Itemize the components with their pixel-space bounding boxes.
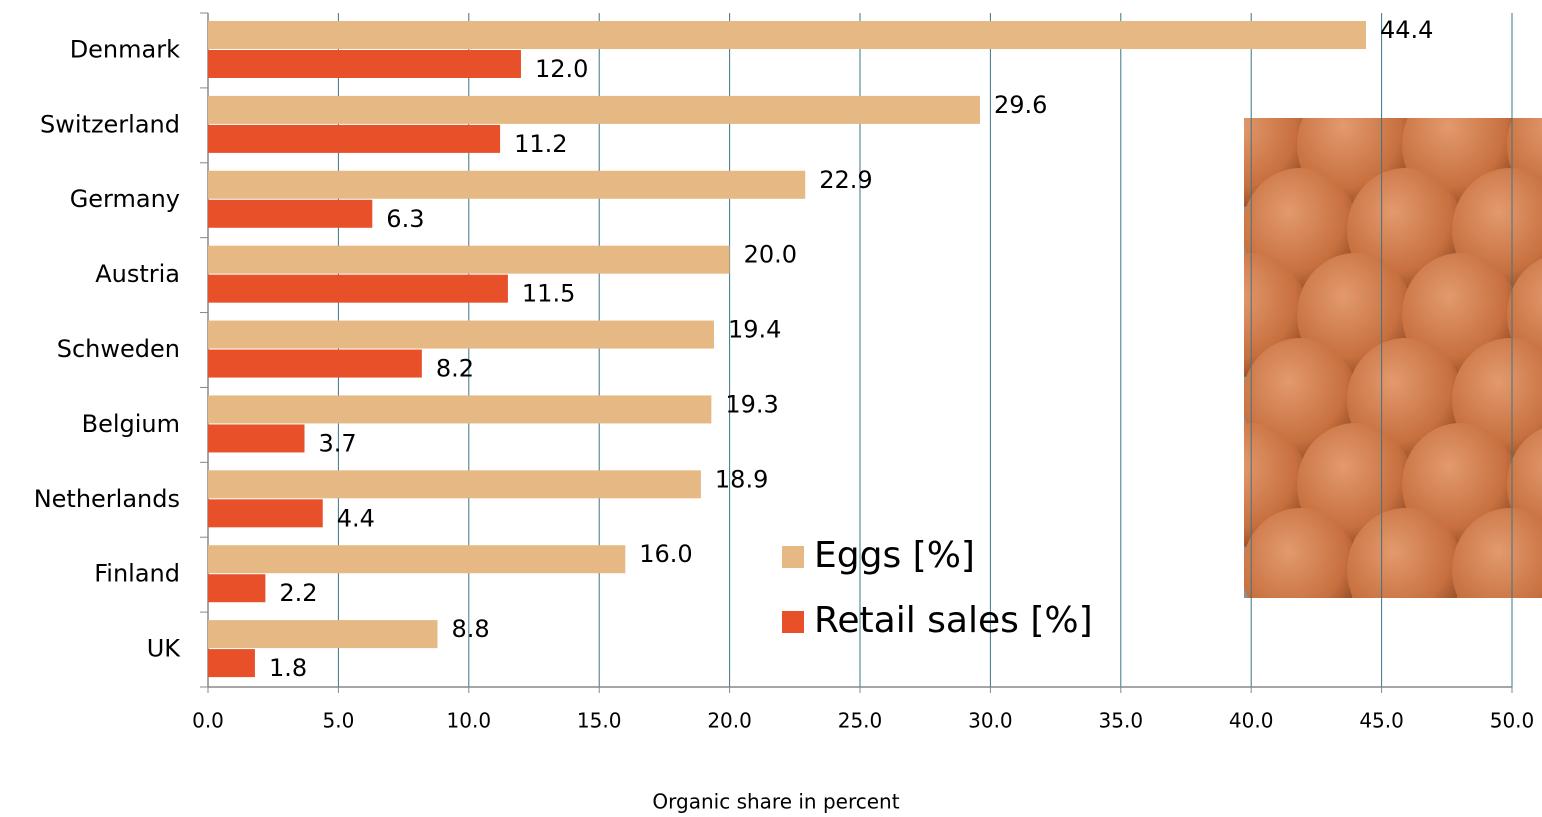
- x-tick-label: 10.0: [447, 709, 492, 733]
- value-label: 6.3: [386, 205, 424, 233]
- x-tick-label: 25.0: [838, 709, 883, 733]
- x-tick-label: 35.0: [1099, 709, 1144, 733]
- bar: [208, 424, 305, 453]
- y-tick-label: Netherlands: [34, 485, 180, 513]
- legend-label: Eggs [%]: [814, 535, 975, 576]
- x-tick-label: 50.0: [1490, 709, 1535, 733]
- bar: [208, 470, 701, 499]
- y-tick-label: Denmark: [70, 35, 180, 63]
- y-tick-label: Germany: [70, 185, 180, 213]
- value-label: 18.9: [715, 465, 768, 493]
- bar: [208, 95, 980, 124]
- tray-hole: [1340, 609, 1364, 621]
- x-tick-label: 30.0: [968, 709, 1013, 733]
- y-tick-label: Schweden: [57, 335, 180, 363]
- egg: [1452, 508, 1542, 598]
- bar: [208, 274, 508, 303]
- x-tick-label: 20.0: [707, 709, 752, 733]
- legend-swatch: [782, 611, 804, 633]
- value-label: 44.4: [1380, 16, 1433, 44]
- x-tick-label: 5.0: [322, 709, 354, 733]
- value-label: 3.7: [318, 429, 356, 457]
- y-tick-label: Switzerland: [40, 110, 180, 138]
- egg: [1244, 508, 1358, 598]
- x-tick-label: 15.0: [577, 709, 622, 733]
- value-label: 8.2: [436, 355, 474, 383]
- bar: [208, 620, 438, 649]
- egg-photo: [1244, 118, 1542, 621]
- y-tick-label: Belgium: [82, 410, 180, 438]
- bar: [208, 170, 806, 199]
- value-label: 8.8: [452, 615, 490, 643]
- egg: [1347, 508, 1463, 598]
- bar: [208, 50, 521, 78]
- value-label: 20.0: [744, 241, 797, 269]
- bar: [208, 395, 712, 424]
- value-label: 19.3: [725, 390, 778, 418]
- bar: [208, 499, 323, 528]
- bar: [208, 320, 714, 349]
- x-tick-label: 45.0: [1359, 709, 1404, 733]
- value-label: 1.8: [269, 654, 307, 682]
- bar: [208, 545, 626, 574]
- bar: [208, 649, 255, 678]
- x-axis-label: Organic share in percent: [652, 790, 899, 814]
- value-label: 4.4: [337, 504, 375, 532]
- value-label: 16.0: [639, 540, 692, 568]
- y-tick-label: UK: [147, 635, 182, 663]
- bar: [208, 349, 422, 378]
- bar: [208, 199, 373, 228]
- value-label: 11.2: [514, 130, 567, 158]
- legend-swatch: [782, 546, 804, 568]
- bar: [208, 245, 730, 274]
- y-tick-label: Finland: [94, 560, 180, 588]
- bar: [208, 21, 1366, 49]
- y-tick-label: Austria: [95, 260, 180, 288]
- value-label: 29.6: [994, 91, 1047, 119]
- value-label: 11.5: [522, 280, 575, 308]
- x-tick-label: 0.0: [192, 709, 224, 733]
- value-label: 22.9: [819, 166, 872, 194]
- value-label: 2.2: [279, 579, 317, 607]
- tray-hole: [1445, 609, 1469, 621]
- legend-label: Retail sales [%]: [814, 600, 1093, 641]
- bar: [208, 574, 266, 603]
- value-label: 19.4: [728, 316, 781, 344]
- bar: [208, 124, 501, 153]
- x-tick-label: 40.0: [1229, 709, 1274, 733]
- value-label: 12.0: [535, 55, 588, 83]
